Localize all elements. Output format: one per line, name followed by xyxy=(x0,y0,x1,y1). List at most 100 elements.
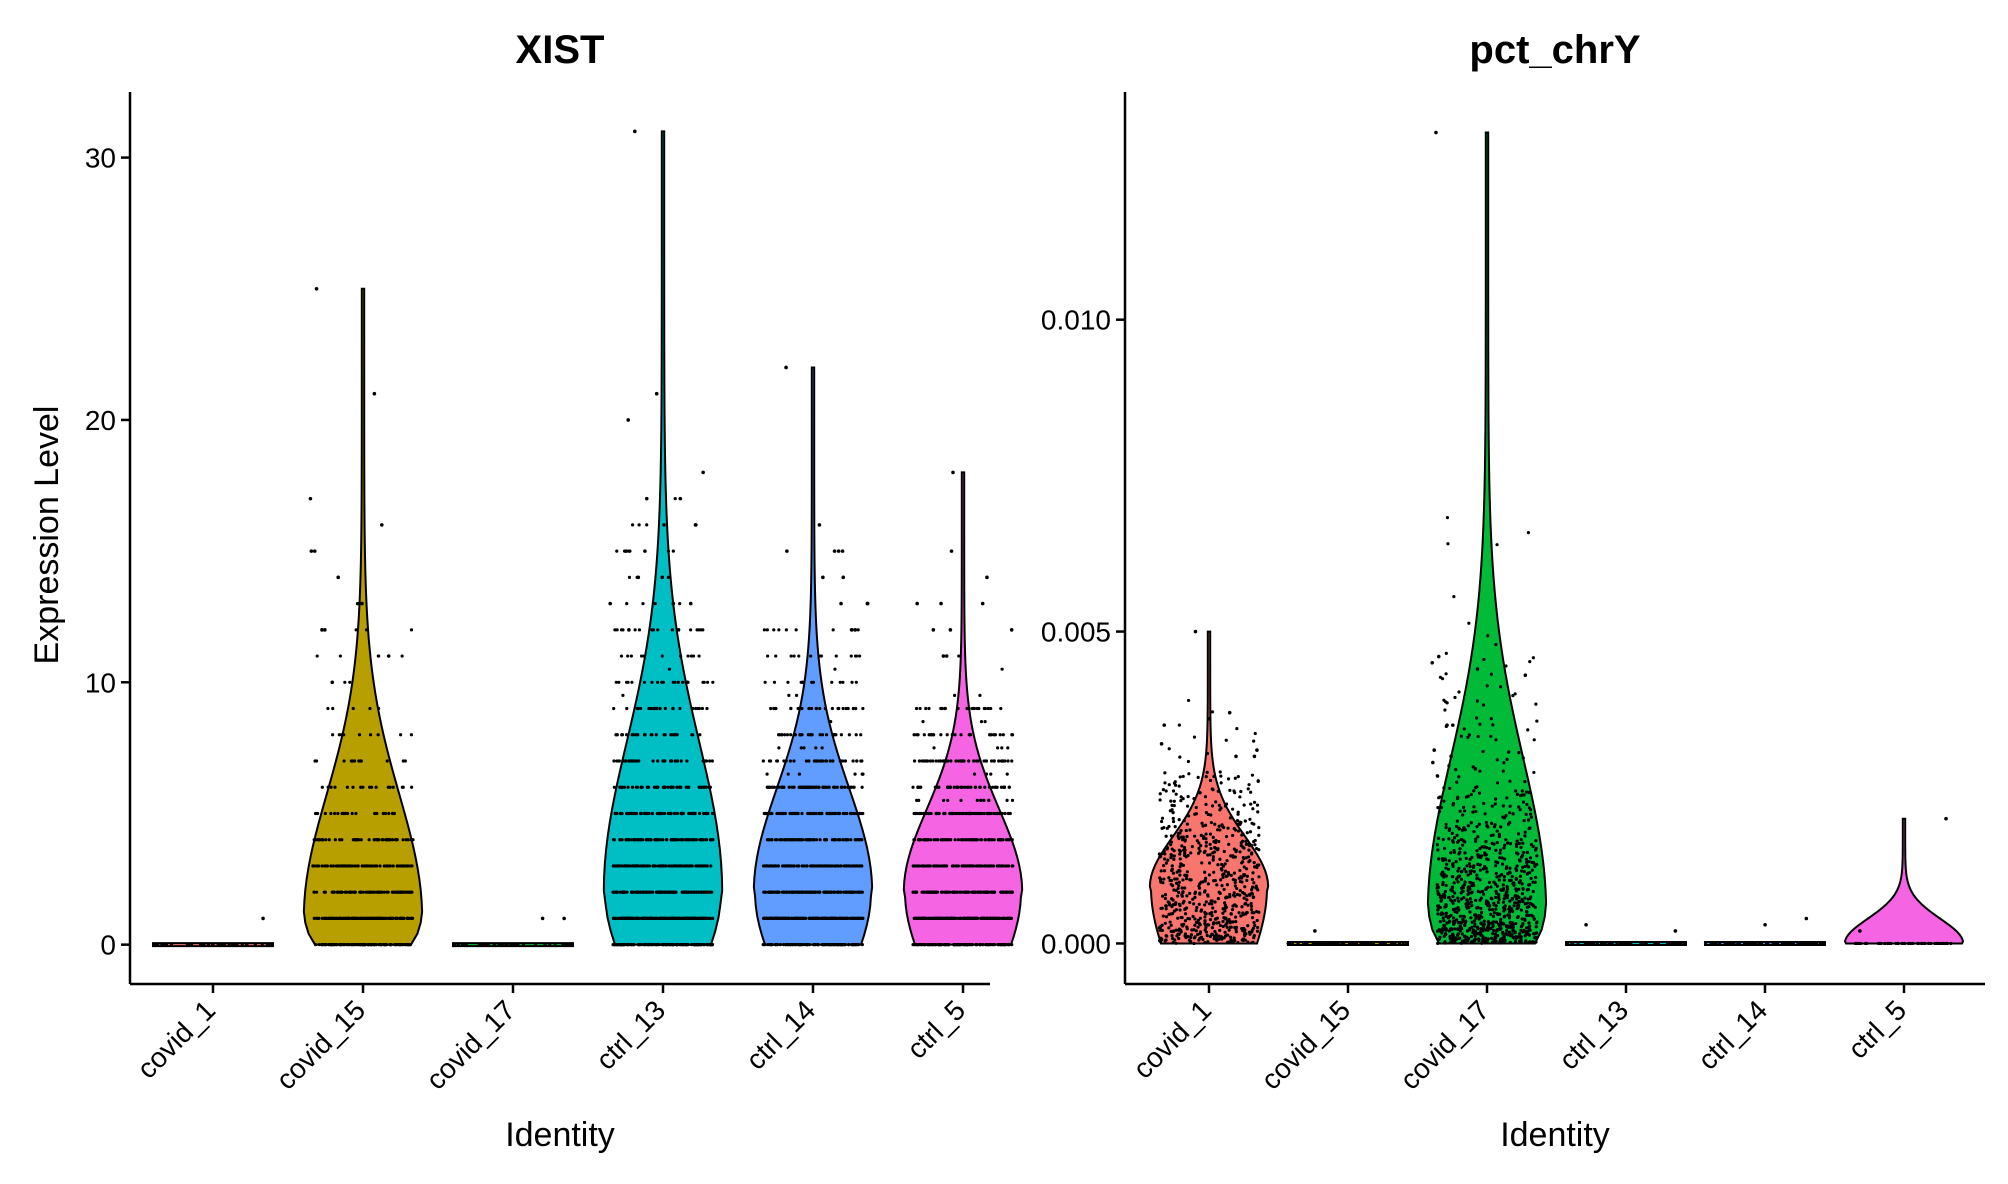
cell-point xyxy=(675,733,679,737)
cell-point xyxy=(1167,926,1171,930)
cell-point xyxy=(1324,941,1328,946)
cell-point xyxy=(787,916,791,921)
cell-point xyxy=(1180,862,1184,867)
cell-point xyxy=(999,706,1003,711)
cell-point xyxy=(803,785,807,789)
points-covid-15 xyxy=(308,286,415,947)
cell-point xyxy=(1463,939,1467,943)
cell-point xyxy=(800,811,804,816)
cell-point xyxy=(1235,819,1240,823)
cell-point xyxy=(976,864,980,868)
cell-point xyxy=(1214,935,1218,939)
cell-point xyxy=(665,943,669,947)
cell-point xyxy=(1189,935,1193,940)
cell-point xyxy=(766,864,770,868)
cell-point xyxy=(649,838,653,842)
cell-point xyxy=(912,759,917,763)
cell-point xyxy=(266,943,271,947)
cell-point xyxy=(316,864,321,868)
cell-point xyxy=(781,785,786,789)
cell-point xyxy=(675,838,679,842)
cell-point xyxy=(1257,848,1261,852)
outlier-point xyxy=(832,549,837,553)
outlier-point xyxy=(688,601,693,606)
cell-point xyxy=(645,785,650,789)
cell-point xyxy=(831,916,835,921)
cell-point xyxy=(1485,684,1489,688)
outlier-point xyxy=(944,654,949,658)
cell-point xyxy=(1492,911,1497,915)
cell-point xyxy=(626,654,630,658)
cell-point xyxy=(1453,695,1457,700)
cell-point xyxy=(1170,897,1174,901)
cell-point xyxy=(766,654,770,658)
cell-point xyxy=(992,759,996,763)
cell-point xyxy=(699,890,703,894)
cell-point xyxy=(660,890,664,894)
cell-point xyxy=(324,916,328,921)
cell-point xyxy=(1235,727,1239,731)
cell-point xyxy=(646,943,650,947)
cell-point xyxy=(840,943,844,947)
cell-point xyxy=(811,916,815,921)
cell-point xyxy=(1331,941,1336,946)
cell-point xyxy=(1467,936,1471,940)
cell-point xyxy=(656,628,660,632)
cell-point xyxy=(1457,921,1461,925)
cell-point xyxy=(806,838,810,842)
cell-point xyxy=(783,733,787,737)
cell-point xyxy=(1520,882,1524,886)
cell-point xyxy=(1457,826,1461,830)
cell-point xyxy=(1204,837,1208,841)
cell-point xyxy=(324,838,328,842)
cell-point xyxy=(852,785,856,789)
cell-point xyxy=(619,916,623,921)
cell-point xyxy=(650,916,654,921)
cell-point xyxy=(1517,887,1521,891)
cell-point xyxy=(937,811,941,816)
cell-point xyxy=(1204,840,1208,844)
cell-point xyxy=(643,916,647,921)
cell-point xyxy=(1192,735,1197,739)
cell-point xyxy=(1498,848,1503,852)
cell-point xyxy=(777,746,781,750)
cell-point xyxy=(678,706,682,711)
cell-point xyxy=(776,916,780,921)
cell-point xyxy=(669,759,673,763)
cell-point xyxy=(955,890,960,894)
cell-point xyxy=(1508,842,1513,846)
cell-point xyxy=(1503,894,1507,898)
cell-point xyxy=(1534,846,1538,851)
cell-point xyxy=(1165,934,1169,938)
cell-point xyxy=(946,798,950,802)
cell-point xyxy=(1503,843,1507,847)
cell-point xyxy=(927,811,931,816)
cell-point xyxy=(829,890,833,894)
y-tick-label: 0 xyxy=(100,930,116,961)
cell-point xyxy=(1504,891,1508,895)
cell-point xyxy=(1251,895,1255,900)
cell-point xyxy=(1178,852,1182,856)
outlier-point xyxy=(676,628,681,632)
cell-point xyxy=(620,811,624,816)
cell-point xyxy=(1484,840,1488,844)
cell-point xyxy=(785,733,790,737)
cell-point xyxy=(963,785,967,789)
cell-point xyxy=(1252,936,1256,940)
cell-point xyxy=(1183,907,1187,912)
cell-point xyxy=(1002,785,1006,789)
cell-point xyxy=(1476,855,1480,859)
outlier-point xyxy=(821,575,825,580)
cell-point xyxy=(356,601,360,606)
cell-point xyxy=(1469,940,1474,944)
cell-point xyxy=(684,864,688,868)
cell-point xyxy=(1515,839,1519,843)
cell-point xyxy=(1221,919,1225,924)
cell-point xyxy=(661,838,665,842)
cell-point xyxy=(1457,908,1461,912)
cell-point xyxy=(1173,902,1177,906)
cell-point xyxy=(1250,928,1254,932)
cell-point xyxy=(1435,843,1439,847)
cell-point xyxy=(1499,872,1504,877)
cell-point xyxy=(512,943,516,947)
